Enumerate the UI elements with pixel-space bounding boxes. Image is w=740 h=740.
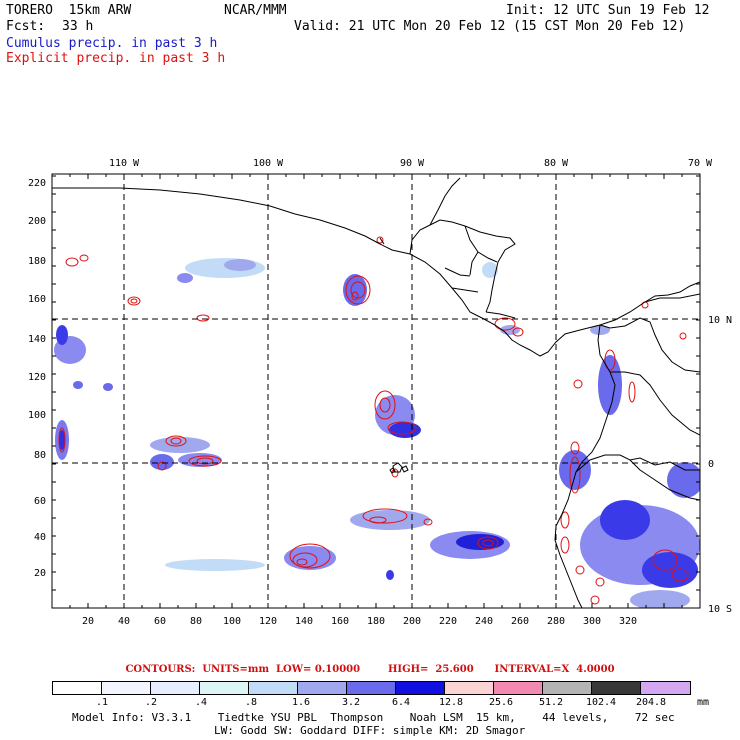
legend-label: .2 [144, 697, 158, 708]
y-tick-label: 180 [28, 256, 46, 267]
model-info-line1: Model Info: V3.3.1 Tiedtke YSU PBL Thomp… [72, 711, 675, 724]
center-name: NCAR/MMM [224, 3, 287, 18]
legend-swatch [200, 682, 249, 694]
lon-label-80w: 80 W [544, 158, 569, 169]
x-tick-label: 120 [259, 616, 277, 627]
y-tick-label: 80 [34, 450, 46, 461]
lon-label-70w: 70 W [688, 158, 713, 169]
legend-swatch [102, 682, 151, 694]
legend-swatch [249, 682, 298, 694]
lon-label-100w: 100 W [253, 158, 284, 169]
color-legend [52, 681, 691, 695]
y-tick-label: 140 [28, 334, 46, 345]
explicit-field-title: Explicit precip. in past 3 h [6, 51, 226, 66]
top-lon-labels: 110 W 100 W 90 W 80 W 70 W [109, 158, 713, 169]
x-tick-labels: 20 40 60 80 100 120 140 160 180 200 220 … [82, 616, 637, 627]
y-tick-label: 160 [28, 294, 46, 305]
legend-swatch [53, 682, 102, 694]
x-tick-label: 160 [331, 616, 349, 627]
lat-lon-grid [52, 174, 700, 608]
legend-swatch [396, 682, 445, 694]
x-tick-label: 220 [439, 616, 457, 627]
x-tick-label: 260 [511, 616, 529, 627]
valid-time: Valid: 21 UTC Mon 20 Feb 12 (15 CST Mon … [294, 19, 686, 34]
legend-label: .8 [244, 697, 258, 708]
x-tick-label: 300 [583, 616, 601, 627]
legend-swatch [347, 682, 396, 694]
cumulus-precip-shading [54, 258, 700, 608]
x-tick-label: 180 [367, 616, 385, 627]
legend-label: 204.8 [635, 697, 667, 708]
y-tick-label: 120 [28, 372, 46, 383]
x-tick-label: 100 [223, 616, 241, 627]
lat-label-0: 0 [708, 459, 714, 470]
x-tick-label: 40 [118, 616, 130, 627]
legend-units: mm [697, 697, 710, 708]
legend-label: 3.2 [341, 697, 361, 708]
x-tick-label: 240 [475, 616, 493, 627]
contour-info: CONTOURS: UNITS=mm LOW= 0.10000 HIGH= 25… [125, 664, 615, 675]
legend-swatch [151, 682, 200, 694]
x-tick-label: 200 [403, 616, 421, 627]
forecast-hour: 33 h [62, 19, 94, 34]
init-time: Init: 12 UTC Sun 19 Feb 12 [506, 3, 710, 18]
y-tick-label: 100 [28, 410, 46, 421]
model-name: TORERO 15km ARW [6, 3, 132, 18]
legend-label: 51.2 [538, 697, 564, 708]
y-tick-label: 20 [34, 568, 46, 579]
legend-label: .4 [194, 697, 208, 708]
x-tick-label: 20 [82, 616, 94, 627]
legend-swatch [494, 682, 543, 694]
legend-label: 102.4 [585, 697, 617, 708]
precip-map: 110 W 100 W 90 W 80 W 70 W 10 N 0 10 S 2… [28, 158, 732, 627]
y-tick-label: 220 [28, 178, 46, 189]
axis-ticks [51, 174, 701, 609]
right-lat-labels: 10 N 0 10 S [708, 315, 732, 615]
forecast-label: Fcst: [6, 19, 46, 34]
legend-label: 25.6 [488, 697, 514, 708]
legend-label: 1.6 [291, 697, 311, 708]
legend-swatch [298, 682, 347, 694]
explicit-precip-contours [58, 236, 689, 605]
x-tick-label: 320 [619, 616, 637, 627]
y-tick-labels: 20 40 60 80 100 120 140 160 180 200 220 [28, 178, 46, 579]
y-tick-label: 40 [34, 532, 46, 543]
x-tick-label: 60 [154, 616, 166, 627]
lon-label-110w: 110 W [109, 158, 140, 169]
cumulus-field-title: Cumulus precip. in past 3 h [6, 36, 218, 51]
legend-label: .1 [95, 697, 109, 708]
lat-label-10n: 10 N [708, 315, 732, 326]
legend-swatch [592, 682, 641, 694]
legend-swatch [543, 682, 592, 694]
lat-label-10s: 10 S [708, 604, 732, 615]
x-tick-label: 140 [295, 616, 313, 627]
x-tick-label: 80 [190, 616, 202, 627]
legend-swatch [445, 682, 494, 694]
legend-label: 6.4 [391, 697, 411, 708]
x-tick-label: 280 [547, 616, 565, 627]
y-tick-label: 60 [34, 496, 46, 507]
legend-label: 12.8 [438, 697, 464, 708]
legend-swatch [641, 682, 690, 694]
lon-label-90w: 90 W [400, 158, 425, 169]
y-tick-label: 200 [28, 216, 46, 227]
model-info-line2: LW: Godd SW: Goddard DIFF: simple KM: 2D… [214, 724, 526, 737]
coastlines [52, 177, 700, 608]
